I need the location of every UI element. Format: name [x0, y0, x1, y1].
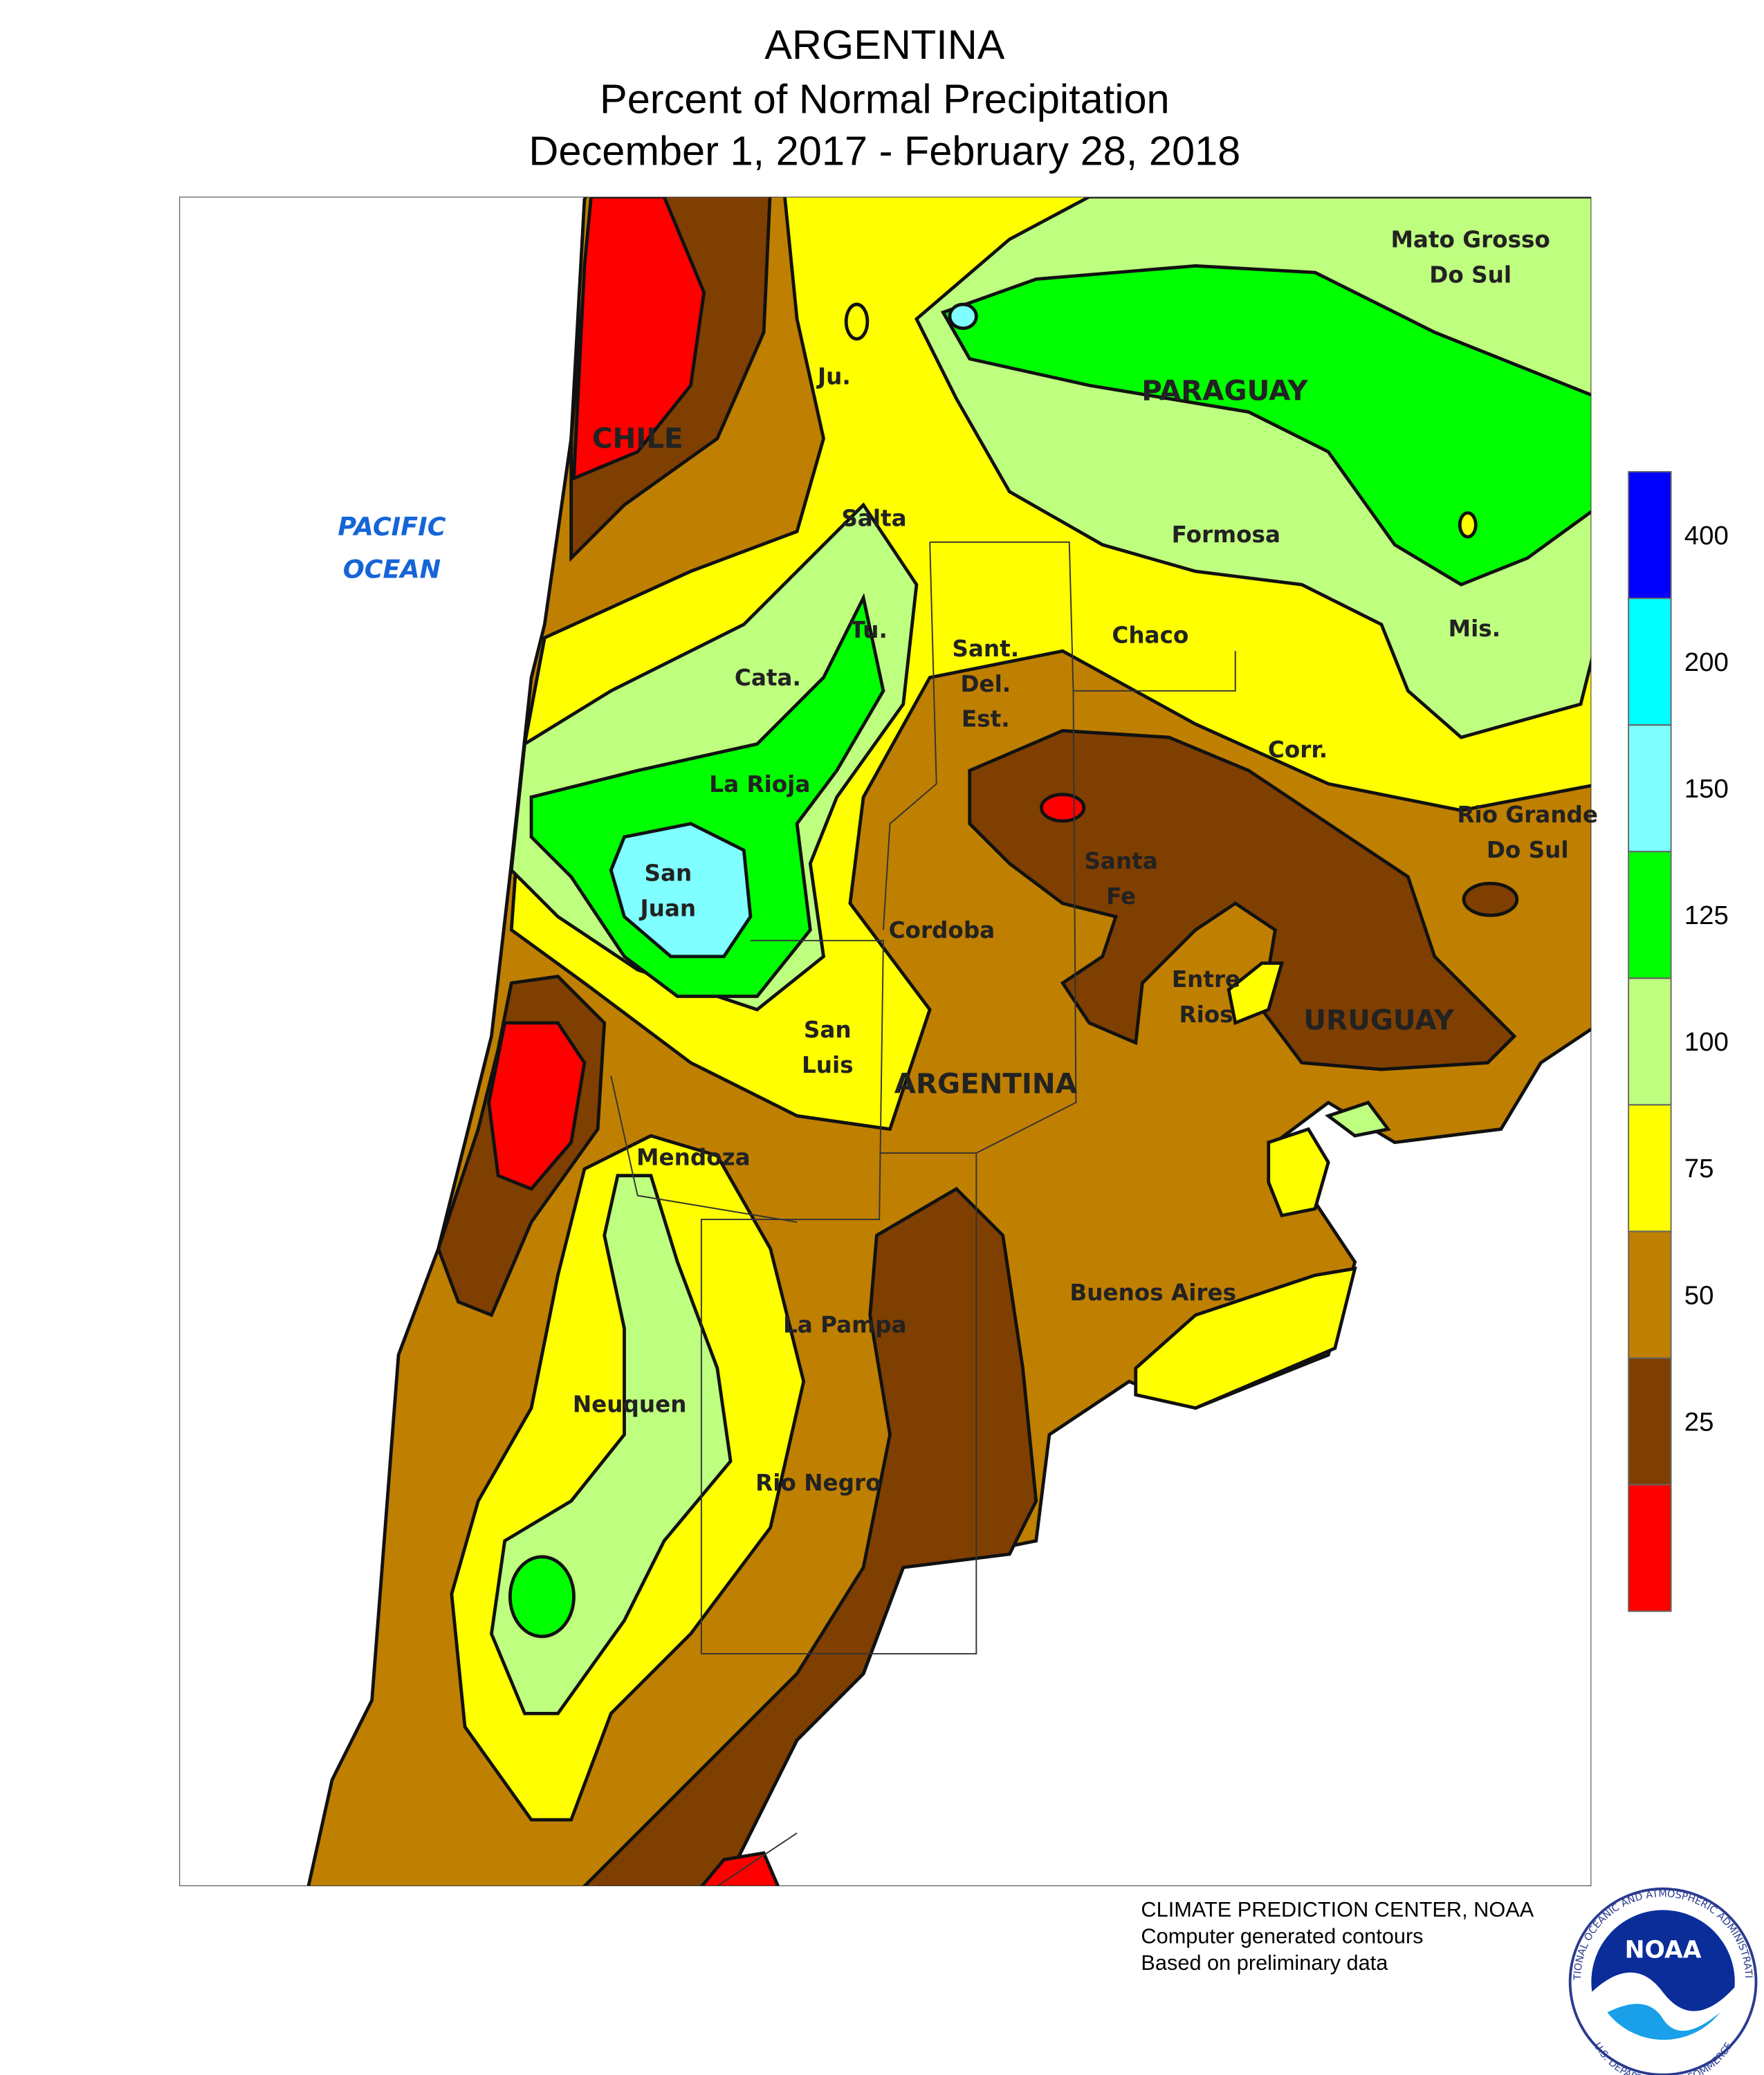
- region-label: Cordoba: [889, 917, 995, 943]
- country-label: PARAGUAY: [1141, 374, 1308, 407]
- region-label: Tu.: [850, 617, 888, 643]
- region-label: Luis: [802, 1052, 854, 1078]
- legend-swatch: [1628, 1357, 1672, 1486]
- legend-tick-label: 200: [1684, 647, 1729, 677]
- region-label: Buenos Aires: [1069, 1280, 1236, 1306]
- map-labels: PACIFIC OCEAN CHILE PARAGUAY URUGUAY ARGENTIN…: [338, 226, 1598, 1495]
- region-label: Cata.: [735, 665, 801, 691]
- legend-swatch: [1628, 1104, 1672, 1233]
- region-label: San: [644, 860, 692, 886]
- region-label: Mis.: [1449, 616, 1500, 642]
- legend-tick-label: 50: [1684, 1280, 1714, 1310]
- ocean-label: PACIFIC: [338, 512, 445, 542]
- region-label: Sant.: [952, 636, 1019, 662]
- header: ARGENTINA Percent of Normal Precipitatio…: [529, 21, 1240, 174]
- region-label: Entre: [1172, 966, 1240, 993]
- region-label: San: [804, 1017, 852, 1043]
- legend-tick-label: 150: [1684, 774, 1729, 804]
- region-label: Mendoza: [636, 1144, 751, 1170]
- legend-tick-label: 100: [1684, 1027, 1729, 1057]
- region-label: Santa: [1084, 848, 1157, 874]
- legend: 25 50 75 100 125 150 200 400: [1628, 471, 1729, 1612]
- legend-tick-label: 125: [1684, 901, 1729, 930]
- legend-swatch: [1628, 471, 1672, 600]
- region-label: Chaco: [1112, 622, 1188, 649]
- title: ARGENTINA: [764, 21, 1005, 68]
- footer-line: Computer generated contours: [1141, 1924, 1423, 1948]
- legend-tick-label: 25: [1684, 1407, 1714, 1437]
- ocean-label: OCEAN: [343, 555, 441, 584]
- region-label: Do Sul: [1487, 837, 1569, 863]
- logo-text: NOAA: [1625, 1937, 1702, 1964]
- legend-tick-label: 400: [1684, 521, 1729, 551]
- region-label: Juan: [639, 895, 697, 921]
- country-label: CHILE: [592, 422, 683, 454]
- country-label: ARGENTINA: [894, 1068, 1077, 1100]
- region-label: Corr.: [1268, 737, 1327, 763]
- region-label: Salta: [841, 506, 906, 532]
- legend-swatch: [1628, 977, 1672, 1106]
- region-label: Del.: [960, 671, 1011, 697]
- region-label: Formosa: [1172, 522, 1280, 548]
- region-label: Est.: [962, 706, 1010, 732]
- region-label: Rios: [1179, 1002, 1233, 1028]
- map: [179, 196, 1592, 1886]
- region-label: La Rioja: [709, 771, 810, 797]
- legend-swatch: [1628, 851, 1672, 979]
- region-label: Rio Grande: [1457, 802, 1598, 828]
- region-label: La Pampa: [783, 1311, 907, 1338]
- legend-swatch: [1628, 724, 1672, 853]
- country-label: URUGUAY: [1303, 1004, 1454, 1036]
- region-label: Rio Negro: [755, 1470, 881, 1496]
- region-label: Do Sul: [1429, 261, 1512, 288]
- legend-swatch: [1628, 1484, 1672, 1612]
- region-label: Ju.: [816, 363, 851, 389]
- region-label: Mato Grosso: [1390, 226, 1550, 252]
- legend-swatch: [1628, 598, 1672, 726]
- subtitle: Percent of Normal Precipitation: [600, 76, 1170, 122]
- region-label: Neuquen: [573, 1391, 687, 1417]
- legend-tick-label: 75: [1684, 1154, 1714, 1183]
- footer: CLIMATE PREDICTION CENTER, NOAA Computer …: [1141, 1897, 1534, 1975]
- period: December 1, 2017 - February 28, 2018: [529, 127, 1240, 174]
- footer-line: Based on preliminary data: [1141, 1950, 1388, 1975]
- footer-line: CLIMATE PREDICTION CENTER, NOAA: [1141, 1897, 1534, 1921]
- region-label: Fe: [1106, 883, 1136, 910]
- legend-swatch: [1628, 1230, 1672, 1359]
